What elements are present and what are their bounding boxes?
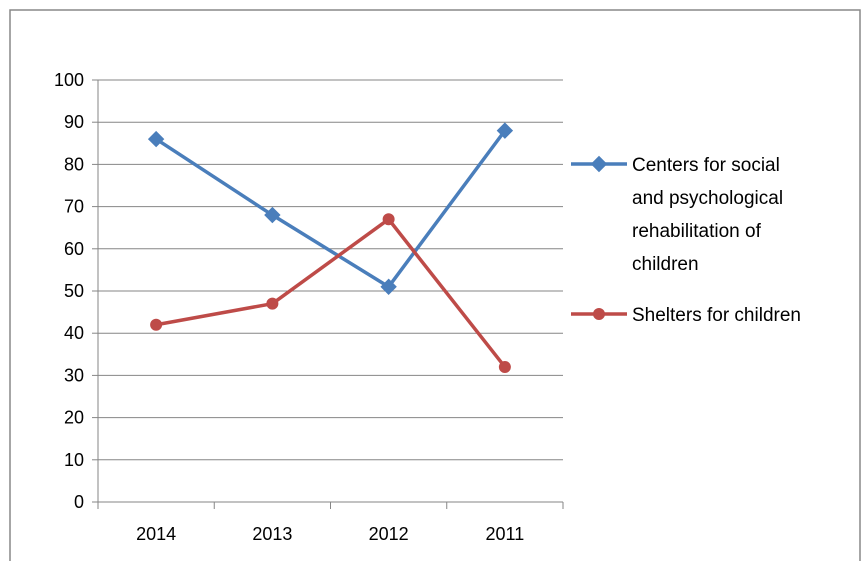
legend-label-line: and psychological [632,188,783,209]
y-tick-label: 90 [64,112,84,132]
y-tick-label: 30 [64,365,84,385]
chart-frame [9,9,861,561]
data-point-marker [266,297,279,310]
data-point-marker [593,308,605,320]
y-tick-label: 40 [64,323,84,343]
legend-label-line: Centers for social [632,155,780,176]
legend-label-line: rehabilitation of [632,221,762,242]
legend: Centers for social and psychological rehab… [571,155,801,326]
y-tick-label: 70 [64,197,84,217]
series-line [155,217,507,369]
y-tick-label: 60 [64,239,84,259]
x-tick-label: 2011 [486,524,525,544]
data-point-marker [496,122,514,139]
y-tick-label: 20 [64,408,84,428]
legend-entry: Shelters for children [571,305,801,326]
y-tick-label: 10 [64,450,84,470]
legend-entry: Centers for social and psychological rehab… [571,155,783,275]
data-point-marker [147,130,165,148]
legend-label: Centers for social and psychological rehab… [632,155,783,275]
legend-label: Shelters for children [632,305,801,326]
legend-label-line: children [632,254,699,275]
axes: 0 10 20 30 40 50 60 70 80 90 100 2014 2013 2012 2011 [54,70,564,544]
data-point-marker [150,318,163,331]
data-point-marker [264,206,281,224]
x-tick-label: 2012 [369,524,409,544]
legend-label-line: Shelters for children [632,305,801,326]
x-tick-label: 2013 [252,524,292,544]
series-group [147,122,514,373]
data-point-marker [382,213,395,226]
series [147,122,514,295]
x-tick-label: 2014 [136,524,176,544]
y-tick-label: 0 [74,492,84,512]
y-tick-label: 50 [64,281,84,301]
series-line [155,129,507,289]
data-point-marker [590,155,608,173]
data-point-marker [498,360,511,373]
y-tick-label: 100 [54,70,84,90]
gridlines [98,79,563,461]
series [150,213,511,373]
y-tick-label: 80 [64,154,84,174]
data-point-marker [380,278,397,295]
